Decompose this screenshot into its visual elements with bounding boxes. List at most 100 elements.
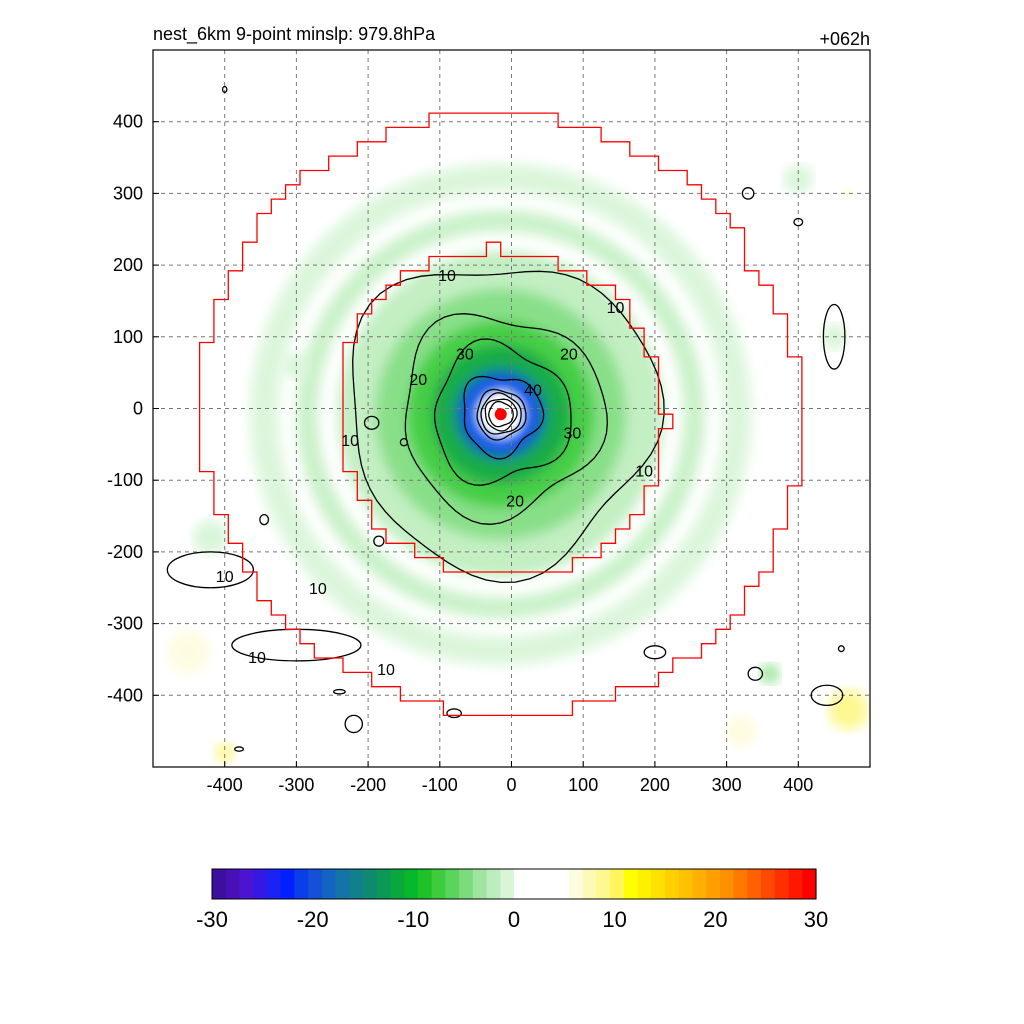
contour-7 [488, 400, 514, 428]
colorbar-cell [349, 869, 364, 899]
y-tick-label: 300 [113, 183, 143, 203]
colorbar-cell [678, 869, 694, 899]
colorbar-cell [417, 869, 433, 899]
colorbar-cell [445, 869, 460, 899]
colorbar-tick-label: -20 [297, 907, 329, 932]
field-band-1 [296, 209, 706, 619]
contour-label: 40 [524, 383, 542, 400]
contour-label: 10 [635, 464, 653, 481]
contour-2 [433, 338, 572, 486]
x-tick-label: -300 [278, 775, 314, 795]
x-tick-label: -400 [207, 775, 243, 795]
colorbar-cell [582, 869, 597, 899]
contour-0 [352, 270, 665, 584]
x-tick-label: 100 [568, 775, 598, 795]
colorbar-cell [225, 869, 241, 899]
contour-blob-13 [221, 85, 228, 93]
field-band-2 [337, 251, 664, 578]
colorbar-cell [610, 869, 625, 899]
contour-blob-12 [363, 415, 380, 430]
colorbar-tick-label: 0 [508, 907, 520, 932]
colorbar-cell [335, 869, 350, 899]
colorbar-cell [363, 869, 378, 899]
colorbar-tick-label: -30 [196, 907, 228, 932]
contour-5 [480, 392, 522, 435]
colorbar-labels: -30 -20 -10 0 10 20 30 [196, 907, 828, 932]
contour-blob-9 [446, 708, 462, 719]
colorbar-cell [527, 869, 543, 899]
colorbar: -30 -20 -10 0 10 20 30 [196, 868, 828, 932]
field-patch-3 [214, 742, 235, 763]
contour-3 [463, 375, 545, 460]
contour-blob-4 [741, 187, 755, 200]
contour-blob-3 [810, 684, 844, 706]
y-tick-label: 400 [113, 112, 143, 132]
colorbar-tick-label: 20 [703, 907, 727, 932]
field-patch-6 [759, 663, 780, 684]
colorbar-cell [733, 869, 748, 899]
inner-ring [342, 241, 674, 573]
colorbar-cell [761, 869, 776, 899]
colorbar-cell [514, 869, 529, 899]
contour-label: 10 [341, 433, 359, 450]
contour-lines [166, 85, 846, 752]
x-tick-label: -200 [350, 775, 386, 795]
field-band-3 [375, 288, 627, 540]
contour-label: 30 [456, 347, 474, 364]
x-tick-label: 0 [506, 775, 516, 795]
colorbar-cell [651, 869, 666, 899]
contour-label: 10 [216, 569, 234, 586]
contour-label: 10 [377, 662, 395, 679]
colorbar-cell [280, 869, 295, 899]
field-band-0 [249, 163, 752, 666]
colorbar-cell [212, 869, 227, 899]
colorbar-cell [637, 869, 652, 899]
contour-blob-8 [344, 714, 364, 734]
contour-label: 10 [607, 300, 625, 317]
contour-1 [404, 313, 608, 525]
colorbar-cell [596, 869, 611, 899]
contour-6 [484, 398, 518, 432]
colorbar-cell [788, 869, 803, 899]
field-band-7 [463, 376, 539, 452]
colorbar-tick-label: -10 [397, 907, 429, 932]
colorbar-cell [239, 869, 254, 899]
field-patch-1 [828, 689, 869, 730]
colorbar-cells [212, 869, 817, 899]
colorbar-cell [486, 869, 501, 899]
plot-area: 10 10 10 10 10 10 10 10 20 20 20 30 30 40 [153, 50, 870, 767]
x-axis-ticks: -400 -300 -200 -100 0 100 200 300 400 [207, 761, 813, 795]
contour-label: 20 [560, 347, 578, 364]
y-tick-label: -300 [107, 614, 143, 634]
field-patch-2 [725, 715, 757, 747]
colorbar-cell [665, 869, 680, 899]
colorbar-cell [472, 869, 488, 899]
contour-blob-10 [373, 535, 385, 547]
contour-label: 10 [438, 268, 456, 285]
y-tick-label: 200 [113, 255, 143, 275]
averaging-rings [198, 112, 803, 717]
colorbar-cell [719, 869, 735, 899]
field-patch-9 [844, 189, 853, 198]
colorbar-cell [404, 869, 419, 899]
colorbar-cell [294, 869, 309, 899]
contour-label: 20 [506, 494, 524, 511]
chart-title: nest_6km 9-point minslp: 979.8hPa [153, 24, 436, 45]
contour-blob-16 [234, 746, 244, 752]
contour-blob-14 [333, 688, 346, 695]
colorbar-cell [692, 869, 707, 899]
storm-center [494, 408, 507, 421]
contour-blob-17 [399, 437, 409, 447]
x-tick-label: -100 [422, 775, 458, 795]
colorbar-cell [555, 869, 570, 899]
forecast-hour: +062h [819, 29, 870, 49]
field-patch-7 [193, 520, 228, 555]
contour-blob-5 [793, 217, 804, 227]
colorbar-cell [431, 869, 446, 899]
colorbar-cell [500, 869, 515, 899]
colorbar-tick-label: 30 [804, 907, 828, 932]
colorbar-cell [253, 869, 268, 899]
contour-label: 30 [564, 426, 582, 443]
x-tick-label: 400 [783, 775, 813, 795]
colorbar-frame [211, 868, 817, 900]
